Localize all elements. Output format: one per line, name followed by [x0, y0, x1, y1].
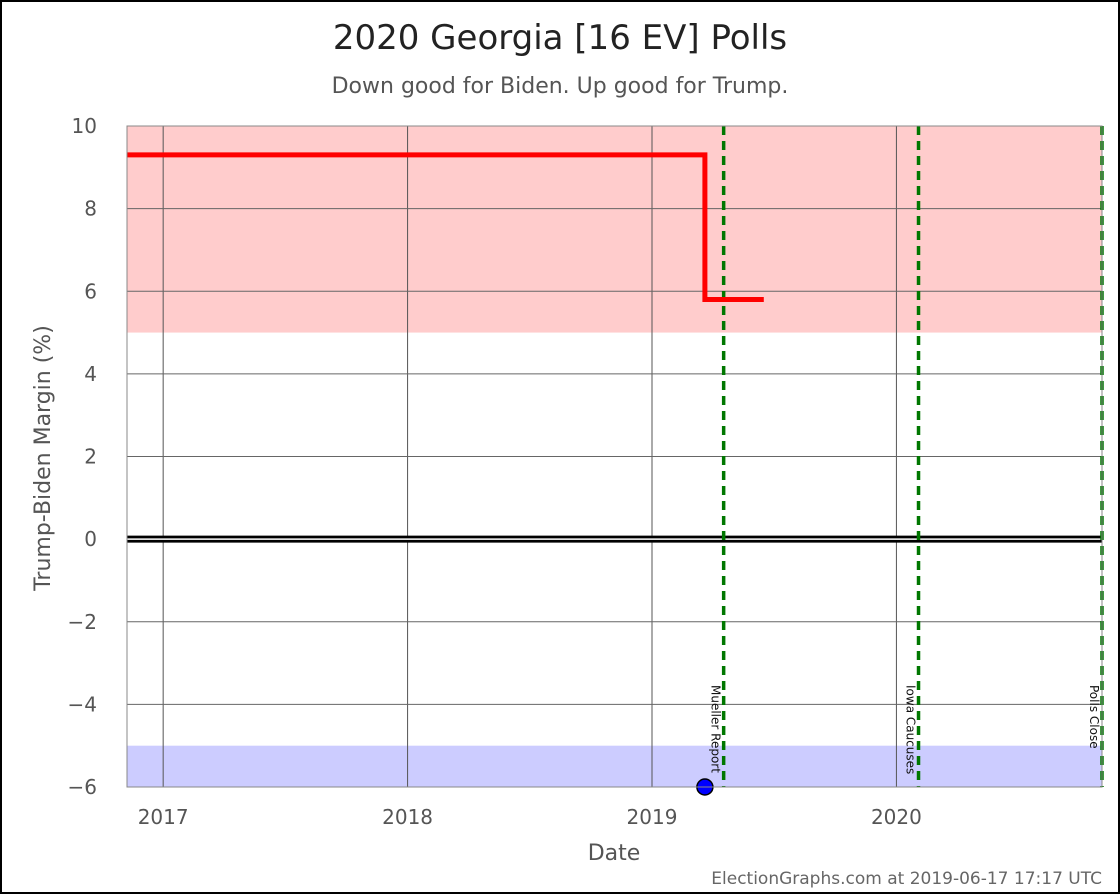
biden-band [127, 745, 1102, 787]
y-tick-label: 0 [84, 527, 97, 551]
y-tick-label: 6 [84, 279, 97, 303]
plot-border [126, 125, 1103, 788]
chart-subtitle: Down good for Biden. Up good for Trump. [332, 74, 789, 99]
y-tick-label: −4 [68, 692, 97, 716]
plot-area: 2017 2018 2019 2020 10 8 6 4 2 0 −2 −4 −6 Mueller Rep… [68, 114, 1104, 829]
y-tick-label: −6 [68, 775, 97, 799]
credit-text: ElectionGraphs.com at 2019-06-17 17:17 U… [711, 869, 1102, 889]
x-tick-label: 2019 [627, 805, 678, 829]
y-axis-label: Trump-Biden Margin (%) [31, 325, 56, 592]
y-tick-label: 8 [84, 197, 97, 221]
series-line [127, 152, 764, 302]
event-label: Iowa Caucuses [904, 685, 918, 774]
y-tick-label: 10 [72, 114, 97, 138]
event-label: Mueller Report [709, 685, 723, 773]
event-label: Polls Close [1087, 685, 1101, 749]
x-tick-label: 2017 [138, 805, 189, 829]
trump-band [127, 126, 1102, 333]
x-tick-label: 2018 [382, 805, 433, 829]
y-tick-label: 2 [84, 445, 97, 469]
x-tick-label: 2020 [871, 805, 922, 829]
chart-title: 2020 Georgia [16 EV] Polls [333, 18, 787, 58]
x-axis-label: Date [588, 841, 641, 866]
y-tick-label: 4 [84, 362, 97, 386]
y-tick-label: −2 [68, 610, 97, 634]
